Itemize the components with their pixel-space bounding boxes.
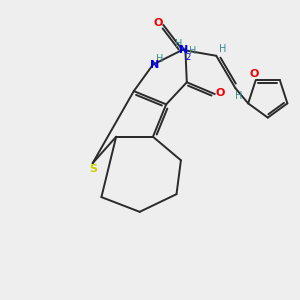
Text: O: O: [215, 88, 225, 98]
Text: H: H: [235, 91, 242, 100]
Text: 2: 2: [185, 53, 190, 62]
Text: H: H: [189, 46, 196, 56]
Text: H: H: [175, 39, 182, 49]
Text: O: O: [250, 69, 259, 79]
Text: N: N: [150, 61, 159, 70]
Text: H: H: [219, 44, 226, 54]
Text: H: H: [156, 54, 163, 64]
Text: S: S: [89, 164, 97, 173]
Text: N: N: [179, 45, 188, 55]
Text: O: O: [153, 18, 163, 28]
